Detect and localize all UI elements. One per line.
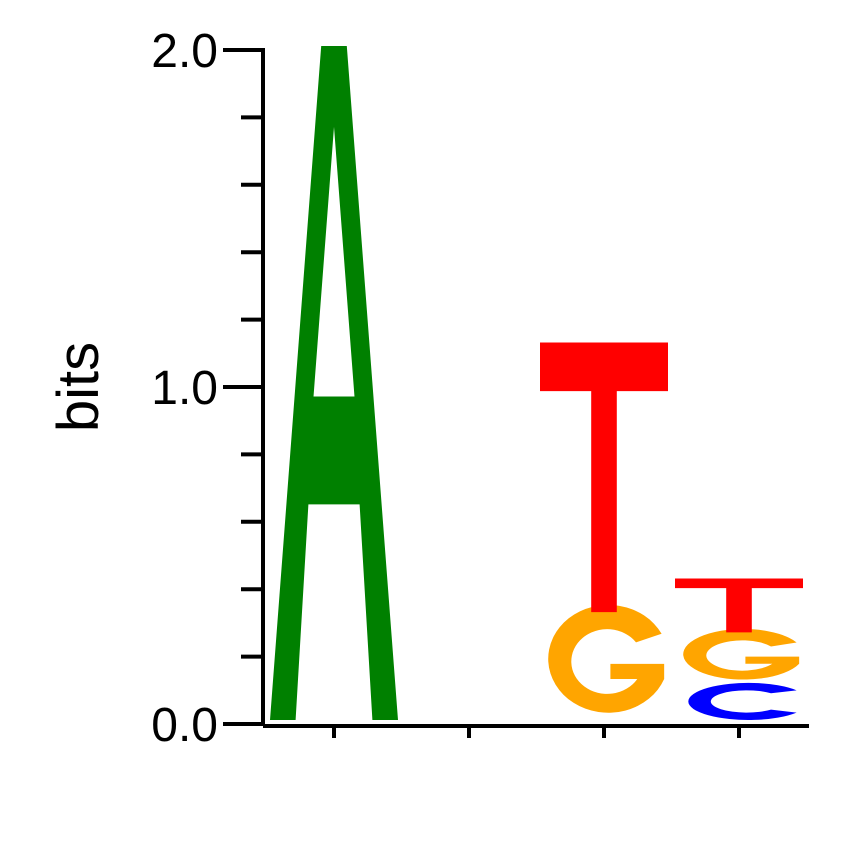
letter-T-glyph (675, 578, 803, 633)
y-tick-label: 0.0 (151, 699, 218, 752)
letter-C (688, 682, 797, 720)
logo-column (540, 342, 668, 713)
y-axis-title: bits (46, 342, 111, 432)
letter-T-glyph (540, 342, 668, 613)
letter-G-glyph (548, 604, 665, 713)
letter-G-glyph (683, 628, 800, 680)
letter-stacks (270, 46, 803, 720)
letter-T (675, 578, 803, 633)
logo-column (675, 578, 803, 720)
letter-C-glyph (688, 682, 797, 720)
logo-column (270, 46, 398, 720)
letter-T (540, 342, 668, 613)
y-axis: 0.0 1.0 2.0 (151, 25, 265, 752)
letter-G (683, 628, 800, 680)
x-axis (263, 724, 809, 738)
y-tick-label: 1.0 (151, 362, 218, 415)
y-tick-label: 2.0 (151, 25, 218, 78)
letter-G (548, 604, 665, 713)
letter-A-glyph (270, 46, 398, 720)
letter-A (270, 46, 398, 720)
